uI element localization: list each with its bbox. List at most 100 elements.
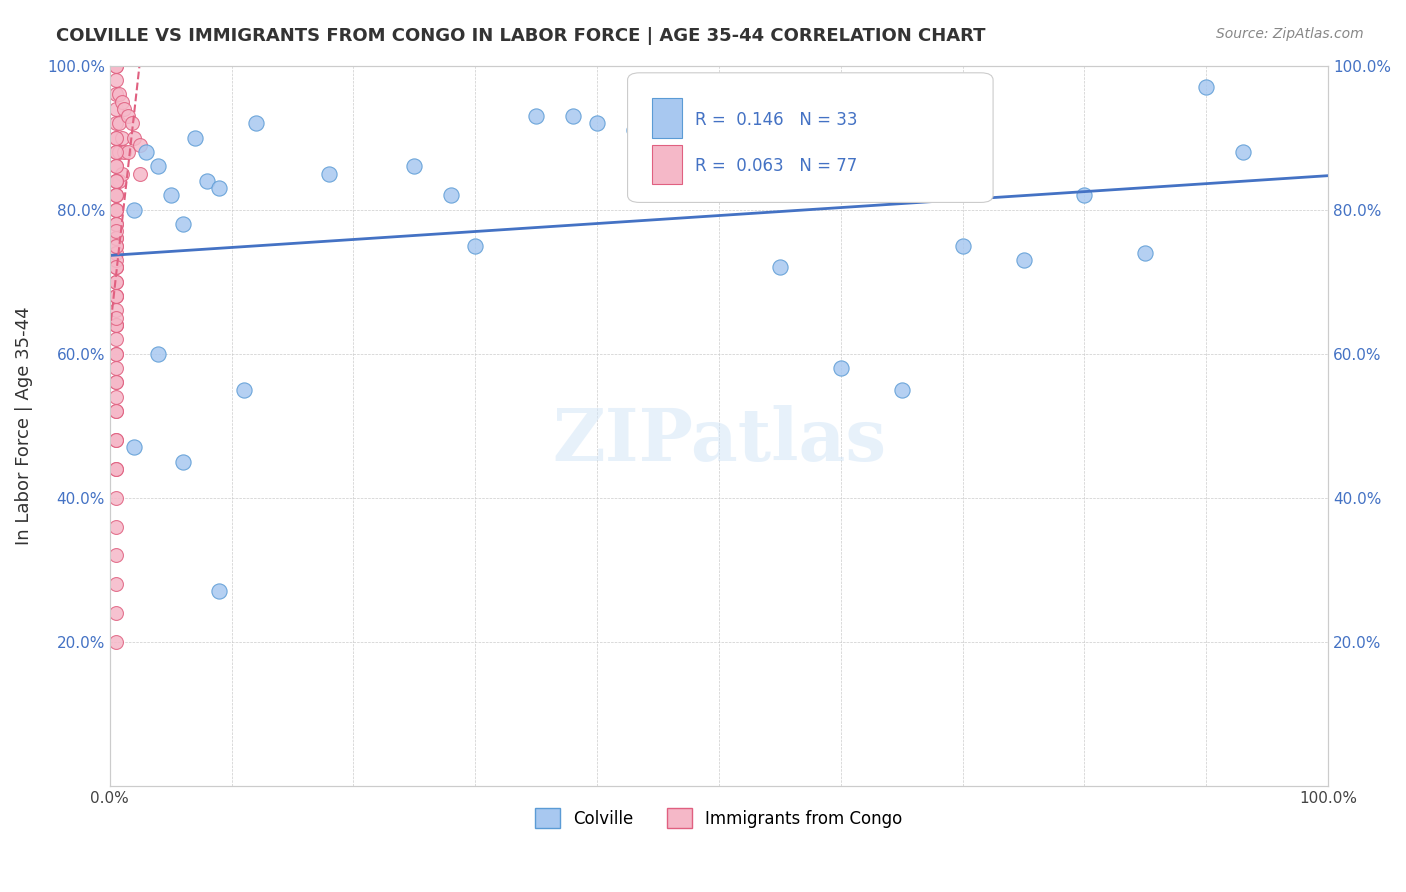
- Point: [104, 231, 127, 245]
- Text: COLVILLE VS IMMIGRANTS FROM CONGO IN LABOR FORCE | AGE 35-44 CORRELATION CHART: COLVILLE VS IMMIGRANTS FROM CONGO IN LAB…: [56, 27, 986, 45]
- Point: [104, 404, 127, 418]
- Legend: Colville, Immigrants from Congo: Colville, Immigrants from Congo: [529, 801, 910, 835]
- Point: [111, 130, 134, 145]
- Y-axis label: In Labor Force | Age 35-44: In Labor Force | Age 35-44: [15, 306, 32, 545]
- Point: [104, 224, 127, 238]
- Point: [172, 455, 194, 469]
- Point: [117, 109, 139, 123]
- Point: [1232, 145, 1254, 159]
- Point: [104, 245, 127, 260]
- Point: [108, 174, 131, 188]
- Point: [561, 109, 583, 123]
- Point: [104, 130, 127, 145]
- Point: [104, 462, 127, 476]
- Point: [104, 318, 127, 332]
- Point: [159, 188, 181, 202]
- Point: [129, 167, 152, 181]
- Point: [104, 310, 127, 325]
- Point: [104, 318, 127, 332]
- Point: [108, 116, 131, 130]
- Point: [172, 217, 194, 231]
- Point: [104, 491, 127, 505]
- Point: [121, 116, 143, 130]
- Point: [104, 260, 127, 275]
- Point: [524, 109, 547, 123]
- Point: [1012, 253, 1035, 268]
- Point: [104, 332, 127, 346]
- Point: [830, 361, 852, 376]
- Point: [104, 217, 127, 231]
- Point: [104, 73, 127, 87]
- Point: [104, 606, 127, 620]
- Point: [122, 440, 145, 454]
- Text: ZIPatlas: ZIPatlas: [553, 405, 886, 475]
- Point: [208, 181, 231, 195]
- Point: [104, 174, 127, 188]
- Point: [440, 188, 463, 202]
- Point: [104, 160, 127, 174]
- Point: [769, 260, 792, 275]
- Point: [104, 238, 127, 252]
- Point: [122, 130, 145, 145]
- Point: [104, 275, 127, 289]
- FancyBboxPatch shape: [652, 145, 682, 185]
- Point: [104, 303, 127, 318]
- FancyBboxPatch shape: [652, 98, 682, 137]
- Point: [112, 102, 135, 116]
- Point: [111, 95, 134, 109]
- Point: [104, 202, 127, 217]
- Point: [104, 260, 127, 275]
- Point: [104, 145, 127, 159]
- Point: [135, 145, 157, 159]
- Point: [104, 275, 127, 289]
- Text: Source: ZipAtlas.com: Source: ZipAtlas.com: [1216, 27, 1364, 41]
- Point: [232, 383, 254, 397]
- Point: [404, 160, 426, 174]
- Point: [104, 253, 127, 268]
- Point: [111, 167, 134, 181]
- Point: [104, 59, 127, 73]
- Point: [195, 174, 218, 188]
- Point: [129, 137, 152, 152]
- Point: [1073, 188, 1095, 202]
- Point: [148, 346, 170, 360]
- Point: [104, 376, 127, 390]
- Point: [108, 87, 131, 102]
- Point: [104, 634, 127, 648]
- Point: [104, 462, 127, 476]
- Text: R =  0.146   N = 33: R = 0.146 N = 33: [695, 111, 858, 128]
- Point: [104, 361, 127, 376]
- Point: [104, 130, 127, 145]
- Point: [104, 404, 127, 418]
- Point: [104, 217, 127, 231]
- Point: [104, 59, 127, 73]
- Point: [104, 116, 127, 130]
- Point: [104, 376, 127, 390]
- Point: [104, 346, 127, 360]
- Point: [104, 174, 127, 188]
- Point: [623, 123, 645, 137]
- Point: [104, 519, 127, 533]
- Point: [733, 109, 755, 123]
- Point: [104, 289, 127, 303]
- Point: [104, 549, 127, 563]
- Point: [104, 231, 127, 245]
- Point: [104, 433, 127, 447]
- Point: [104, 238, 127, 252]
- Point: [117, 145, 139, 159]
- Point: [104, 160, 127, 174]
- Point: [586, 116, 609, 130]
- Point: [1195, 80, 1218, 95]
- Point: [318, 167, 340, 181]
- Point: [952, 238, 974, 252]
- Point: [104, 260, 127, 275]
- Point: [112, 145, 135, 159]
- Point: [104, 188, 127, 202]
- Point: [104, 202, 127, 217]
- Point: [104, 346, 127, 360]
- Point: [104, 188, 127, 202]
- Point: [208, 584, 231, 599]
- Point: [245, 116, 267, 130]
- Point: [104, 289, 127, 303]
- Point: [184, 130, 207, 145]
